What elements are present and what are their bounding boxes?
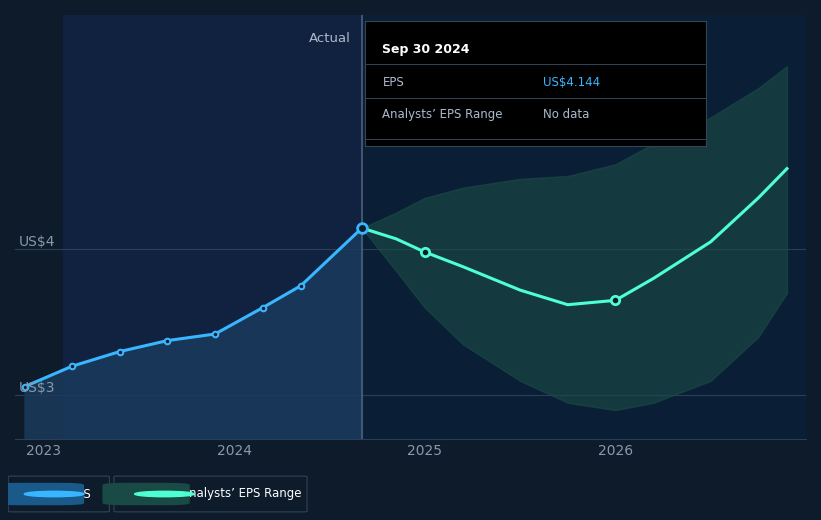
FancyBboxPatch shape	[0, 483, 84, 505]
FancyBboxPatch shape	[114, 476, 307, 512]
Bar	[15, 15, 62, 439]
Text: No data: No data	[543, 108, 589, 121]
FancyBboxPatch shape	[103, 483, 190, 505]
Text: EPS: EPS	[71, 488, 92, 500]
Text: EPS: EPS	[383, 76, 404, 89]
Text: US$3: US$3	[19, 382, 55, 395]
Bar	[362, 15, 806, 439]
Text: Analysts’ EPS Range: Analysts’ EPS Range	[383, 108, 503, 121]
FancyBboxPatch shape	[8, 476, 109, 512]
Circle shape	[25, 491, 84, 497]
Circle shape	[135, 491, 195, 497]
Text: Sep 30 2024: Sep 30 2024	[383, 43, 470, 56]
Text: Analysts Forecasts: Analysts Forecasts	[381, 32, 505, 45]
Text: US$4.144: US$4.144	[543, 76, 599, 89]
Text: US$4: US$4	[19, 235, 55, 249]
Text: Analysts’ EPS Range: Analysts’ EPS Range	[181, 488, 301, 500]
Text: Actual: Actual	[309, 32, 351, 45]
Bar	[62, 15, 362, 439]
